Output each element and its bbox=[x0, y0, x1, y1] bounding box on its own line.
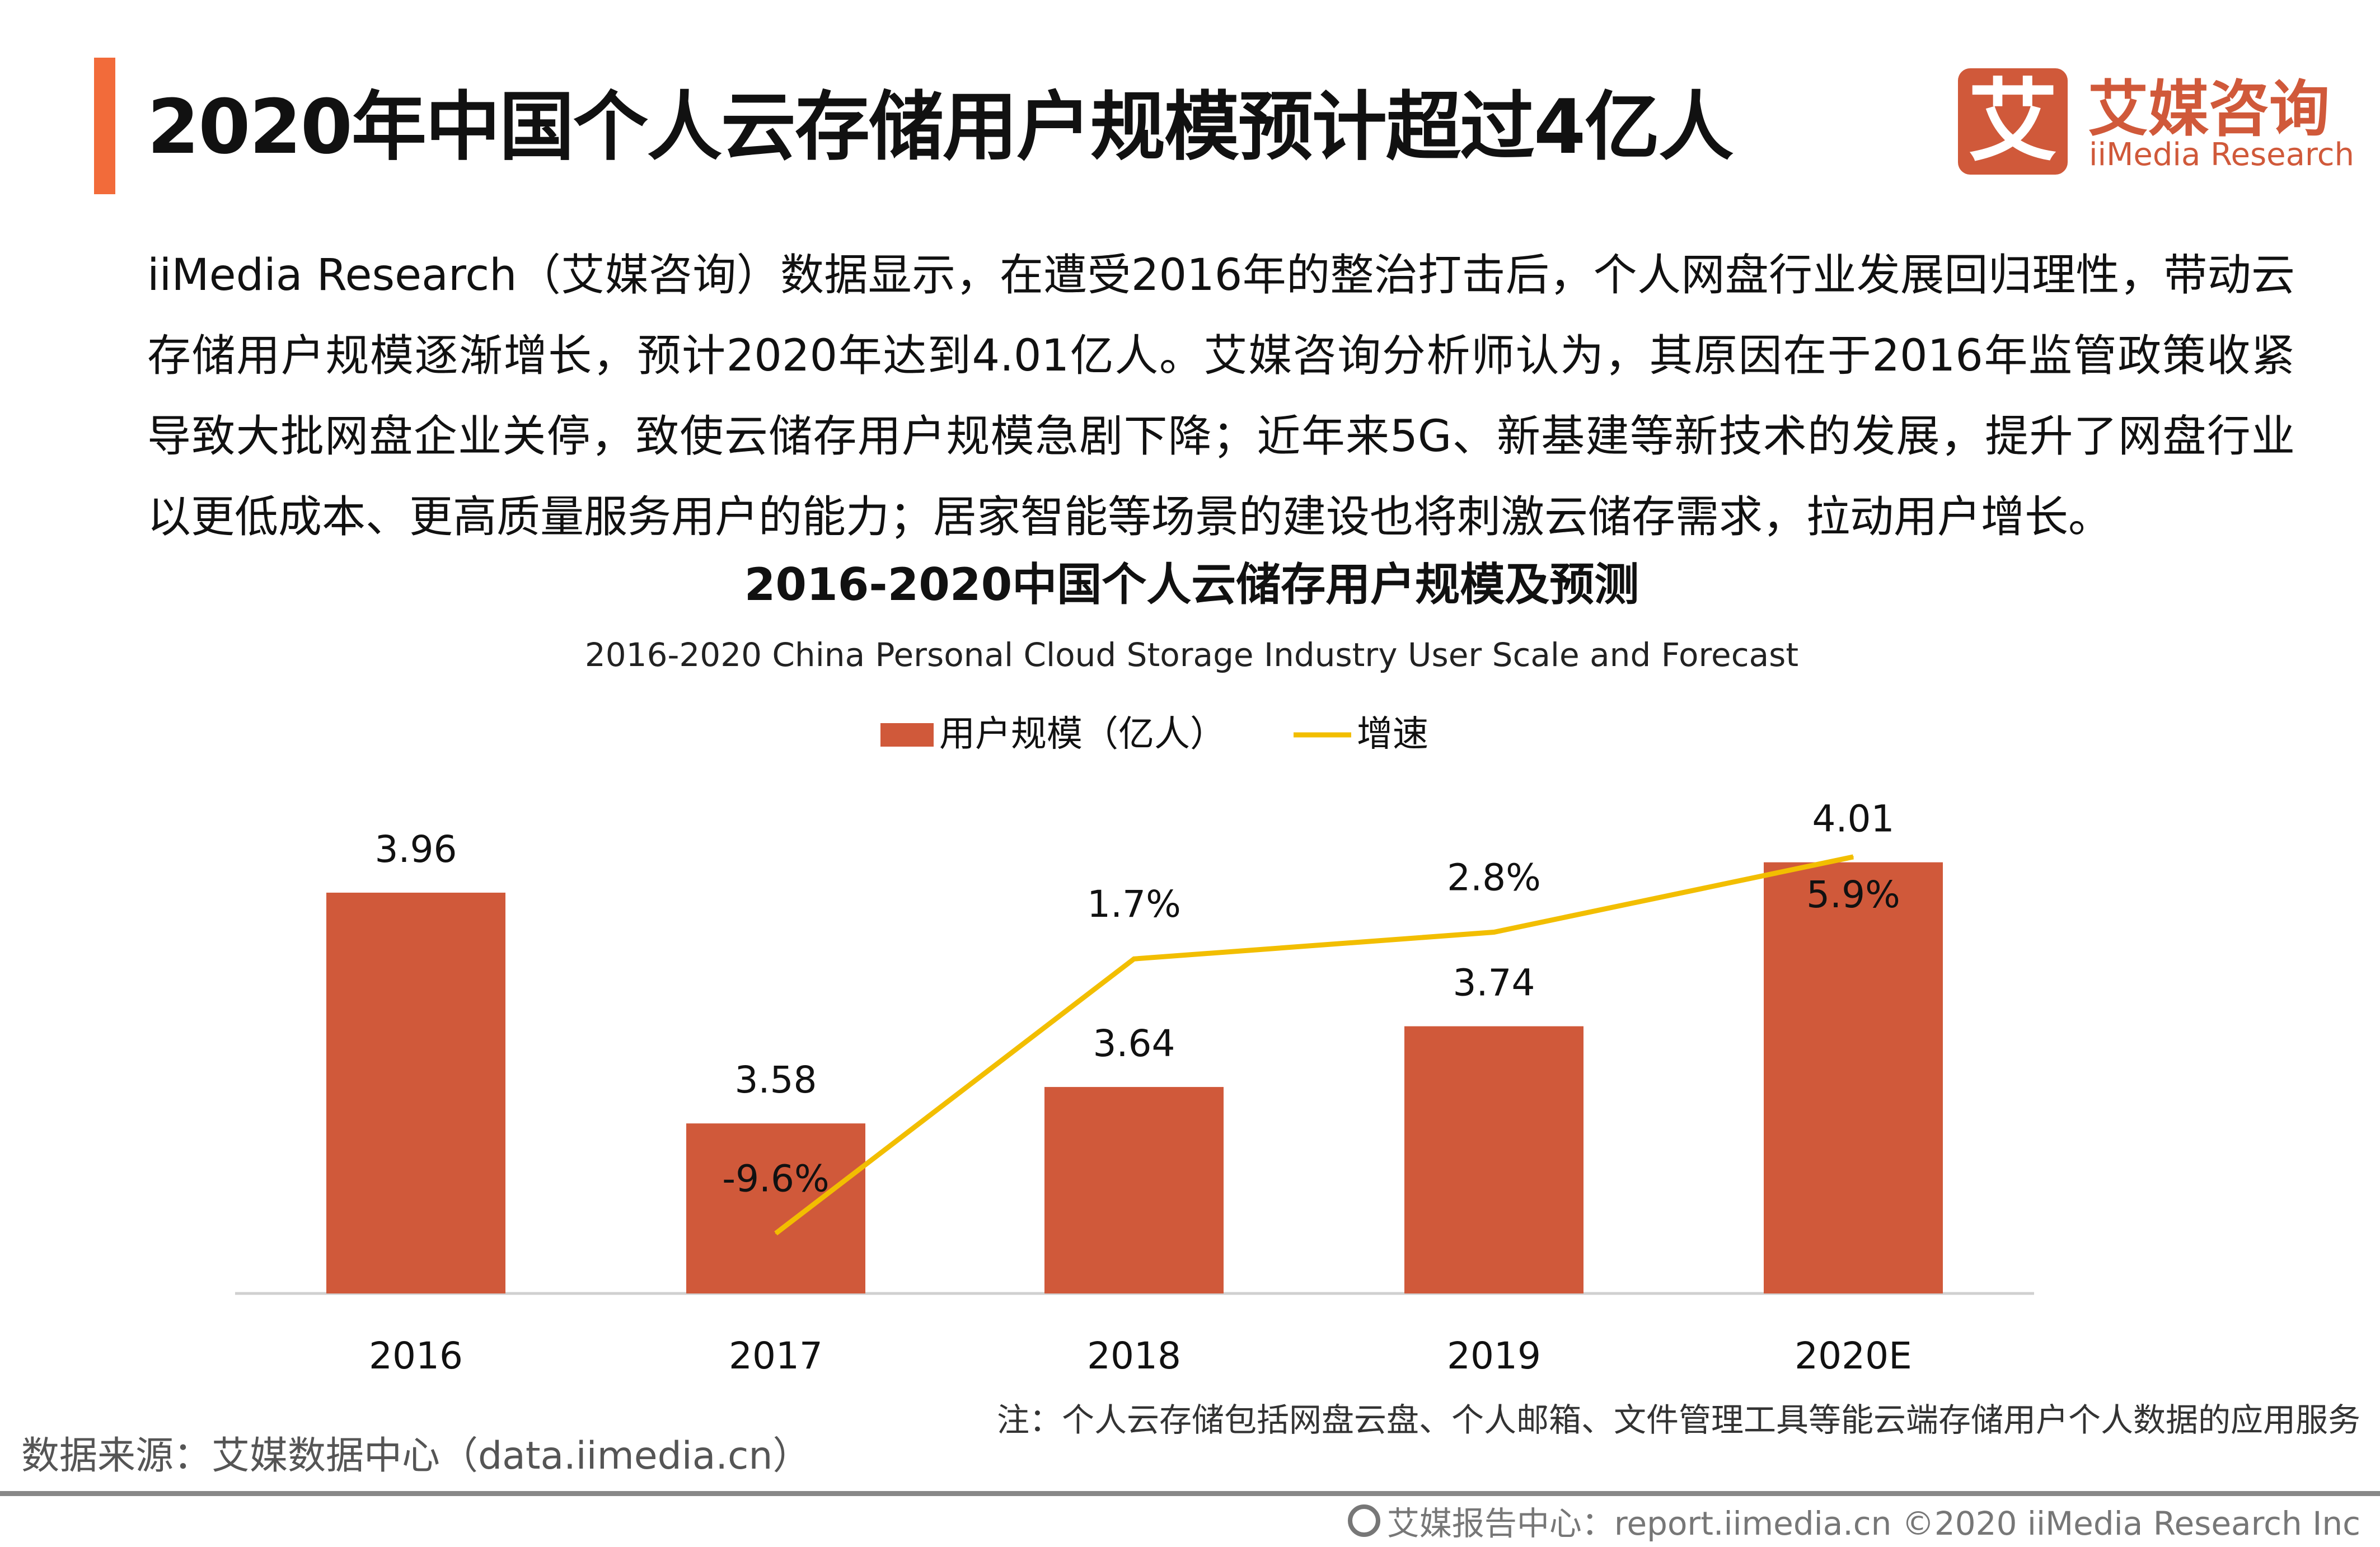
bar-label-2017: 3.58 bbox=[735, 1058, 817, 1101]
x-tick-2018: 2018 bbox=[1087, 1334, 1181, 1377]
footer-divider bbox=[0, 1491, 2380, 1496]
bar-2017 bbox=[686, 1123, 865, 1293]
page-title: 2020年中国个人云存储用户规模预计超过4亿人 bbox=[147, 83, 1734, 171]
legend-bar-label: 用户规模（亿人） bbox=[939, 714, 1226, 755]
bar-2018 bbox=[1044, 1087, 1224, 1293]
data-source: 数据来源：艾媒数据中心（data.iimedia.cn） bbox=[21, 1434, 811, 1478]
bar-label-2019: 3.74 bbox=[1453, 962, 1535, 1005]
chart-title: 2016-2020中国个人云储存用户规模及预测 bbox=[744, 559, 1639, 611]
bar-label-2018: 3.64 bbox=[1093, 1022, 1175, 1065]
bar-label-2016: 3.96 bbox=[375, 828, 457, 871]
growth-label-2017: -9.6% bbox=[722, 1157, 830, 1201]
logo-en: iiMedia Research bbox=[2089, 137, 2354, 173]
logo-cn: 艾媒咨询 bbox=[2088, 74, 2330, 144]
footer-text: 艾媒报告中心：report.iimedia.cn ©2020 iiMedia R… bbox=[1386, 1504, 2360, 1543]
growth-label-2018: 1.7% bbox=[1087, 883, 1181, 926]
x-tick-2017: 2017 bbox=[729, 1334, 823, 1377]
bar-label-2020E: 4.01 bbox=[1812, 798, 1895, 841]
footer: 艾媒报告中心：report.iimedia.cn ©2020 iiMedia R… bbox=[1347, 1497, 2360, 1544]
intro-paragraph: iiMedia Research（艾媒咨询）数据显示，在遭受2016年的整治打击… bbox=[147, 250, 2295, 542]
x-tick-2016: 2016 bbox=[369, 1334, 463, 1377]
growth-label-2020E: 5.9% bbox=[1806, 873, 1900, 916]
logo-mark: 艾 bbox=[1958, 68, 2068, 175]
growth-label-2019: 2.8% bbox=[1447, 856, 1541, 899]
x-tick-2020E: 2020E bbox=[1795, 1334, 1912, 1377]
growth-point-2018 bbox=[1133, 958, 1135, 960]
title-accent-bar bbox=[94, 58, 115, 194]
legend-bar-swatch bbox=[880, 723, 934, 747]
chart-subtitle: 2016-2020 China Personal Cloud Storage I… bbox=[585, 636, 1798, 674]
growth-line bbox=[774, 854, 1854, 1236]
chart-note: 注：个人云存储包括网盘云盘、个人邮箱、文件管理工具等能云端存储用户个人数据的应用… bbox=[996, 1401, 2360, 1439]
legend: 用户规模（亿人） 增速 bbox=[880, 714, 1428, 755]
x-tick-2019: 2019 bbox=[1447, 1334, 1541, 1377]
globe-icon bbox=[1347, 1504, 1380, 1537]
bar-2019 bbox=[1404, 1026, 1583, 1293]
legend-line-label: 增速 bbox=[1357, 714, 1428, 755]
growth-point-2019 bbox=[1493, 931, 1494, 933]
logo: 艾 艾媒咨询 iiMedia Research bbox=[1958, 68, 2380, 180]
growth-point-2020E bbox=[1853, 856, 1854, 857]
growth-point-2017 bbox=[775, 1232, 776, 1234]
bar-2016 bbox=[326, 892, 505, 1293]
bar-2020E bbox=[1764, 862, 1943, 1293]
